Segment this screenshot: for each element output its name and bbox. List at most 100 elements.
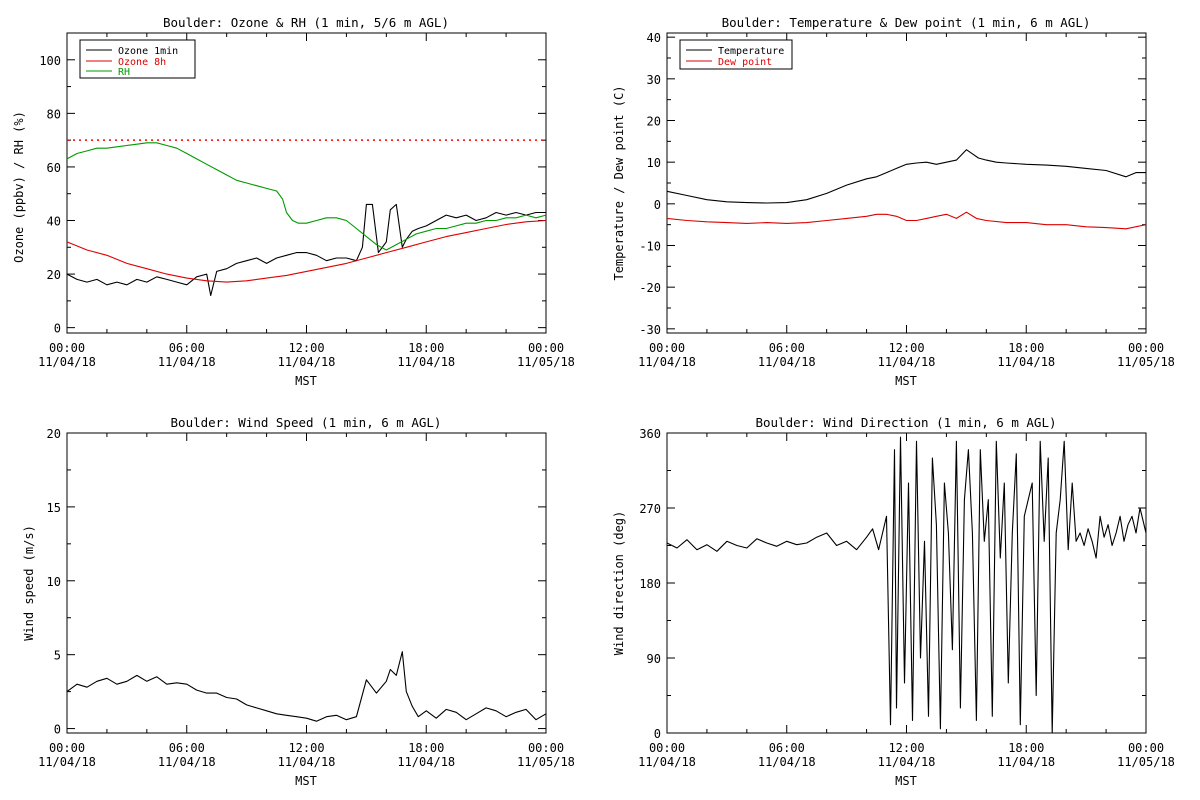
y-tick-label: 20 [647,115,661,129]
legend-box [79,39,196,79]
x-tick-label: 18:00 [408,741,444,755]
chart-title: Boulder: Ozone & RH (1 min, 5/6 m AGL) [163,15,449,30]
y-tick-label: 30 [647,73,661,87]
x-tick-date: 11/04/18 [878,355,936,369]
x-tick-date: 11/04/18 [278,355,336,369]
series-line-rh [66,142,547,251]
x-tick-date: 11/04/18 [158,355,216,369]
y-tick-label: 20 [47,268,61,282]
x-tick-label: 18:00 [1008,341,1044,355]
y-tick-label: 40 [47,215,61,229]
y-axis-label: Temperature / Dew point (C) [612,85,626,280]
series-line-dew-point [666,211,1147,230]
x-axis-label: MST [295,774,317,788]
x-tick-date: 11/04/18 [38,755,96,769]
plot-area: 00:0011/04/1806:0011/04/1812:0011/04/181… [638,31,1175,369]
series-line-series [66,651,547,722]
x-tick-date: 11/04/18 [758,355,816,369]
chart-title: Boulder: Wind Speed (1 min, 6 m AGL) [171,415,442,430]
y-axis-label: Ozone (ppbv) / RH (%) [12,111,26,263]
x-tick-label: 12:00 [288,341,324,355]
y-tick-label: 100 [39,54,61,68]
y-tick-label: 10 [647,156,661,170]
series-line-ozone-8h [66,219,547,283]
x-tick-label: 00:00 [1128,741,1164,755]
x-axis-label: MST [295,374,317,388]
x-tick-label: 12:00 [888,341,924,355]
y-tick-label: 180 [639,577,661,591]
x-axis-label: MST [895,374,917,388]
legend-label-temperature: Temperature [718,46,784,57]
x-tick-label: 12:00 [288,741,324,755]
x-tick-label: 00:00 [649,341,685,355]
x-tick-date: 11/05/18 [517,755,575,769]
y-tick-label: 360 [639,427,661,441]
x-tick-date: 11/04/18 [878,755,936,769]
plot-frame [666,32,1147,334]
x-tick-label: 06:00 [769,341,805,355]
x-tick-date: 11/04/18 [397,355,455,369]
legend-label-ozone-8h: Ozone 8h [118,57,166,68]
y-tick-label: 15 [47,501,61,515]
y-tick-label: -20 [639,281,661,295]
x-tick-date: 11/05/18 [1117,355,1175,369]
x-tick-date: 11/04/18 [997,755,1055,769]
y-tick-label: 10 [47,575,61,589]
y-tick-label: 0 [54,322,61,336]
plot-area: 00:0011/04/1806:0011/04/1812:0011/04/181… [38,32,575,369]
x-tick-date: 11/04/18 [158,755,216,769]
y-tick-label: 40 [647,31,661,45]
series-line-ozone-1min [66,203,546,297]
legend-label-rh: RH [118,67,130,78]
x-tick-date: 11/04/18 [397,755,455,769]
x-tick-label: 18:00 [1008,741,1044,755]
y-tick-label: 0 [654,727,661,741]
x-tick-label: 00:00 [49,341,85,355]
panel-wind-direction: Boulder: Wind Direction (1 min, 6 m AGL)… [612,415,1175,788]
y-axis-label: Wind speed (m/s) [22,525,36,641]
x-tick-label: 00:00 [528,741,564,755]
x-tick-date: 11/04/18 [638,755,696,769]
plot-frame [66,432,547,734]
y-axis-label: Wind direction (deg) [612,511,626,656]
y-tick-label: -30 [639,323,661,337]
y-tick-label: 90 [647,652,661,666]
x-tick-date: 11/04/18 [38,355,96,369]
x-tick-label: 00:00 [528,341,564,355]
panel-ozone-rh: Boulder: Ozone & RH (1 min, 5/6 m AGL) M… [12,15,575,388]
x-tick-date: 11/04/18 [278,755,336,769]
series-line-temperature [666,149,1146,204]
x-tick-date: 11/04/18 [758,755,816,769]
y-tick-label: 5 [54,649,61,663]
x-tick-label: 00:00 [649,741,685,755]
chart-title: Boulder: Temperature & Dew point (1 min,… [722,15,1091,30]
y-tick-label: 270 [639,502,661,516]
x-tick-label: 06:00 [769,741,805,755]
x-tick-date: 11/05/18 [517,355,575,369]
x-tick-date: 11/05/18 [1117,755,1175,769]
y-tick-label: 0 [54,723,61,737]
legend-label-dew-point: Dew point [718,57,772,68]
x-tick-label: 18:00 [408,341,444,355]
panel-temperature-dewpoint: Boulder: Temperature & Dew point (1 min,… [612,15,1175,388]
x-tick-label: 06:00 [169,741,205,755]
y-tick-label: -10 [639,240,661,254]
x-tick-date: 11/04/18 [997,355,1055,369]
y-tick-label: 80 [47,107,61,121]
x-tick-date: 11/04/18 [638,355,696,369]
chart-title: Boulder: Wind Direction (1 min, 6 m AGL) [755,415,1056,430]
plot-area: 00:0011/04/1806:0011/04/1812:0011/04/181… [38,427,575,769]
x-tick-label: 00:00 [1128,341,1164,355]
x-tick-label: 12:00 [888,741,924,755]
panel-wind-speed: Boulder: Wind Speed (1 min, 6 m AGL) MST… [22,415,575,788]
series-line-series [666,436,1147,734]
chart-legend: Temperature Dew point [679,39,793,70]
y-tick-label: 0 [654,198,661,212]
y-tick-label: 20 [47,427,61,441]
y-tick-label: 60 [47,161,61,175]
legend-label-ozone-1min: Ozone 1min [118,46,178,57]
x-axis-label: MST [895,774,917,788]
legend-box [679,39,793,70]
plot-area: 00:0011/04/1806:0011/04/1812:0011/04/181… [638,427,1175,769]
